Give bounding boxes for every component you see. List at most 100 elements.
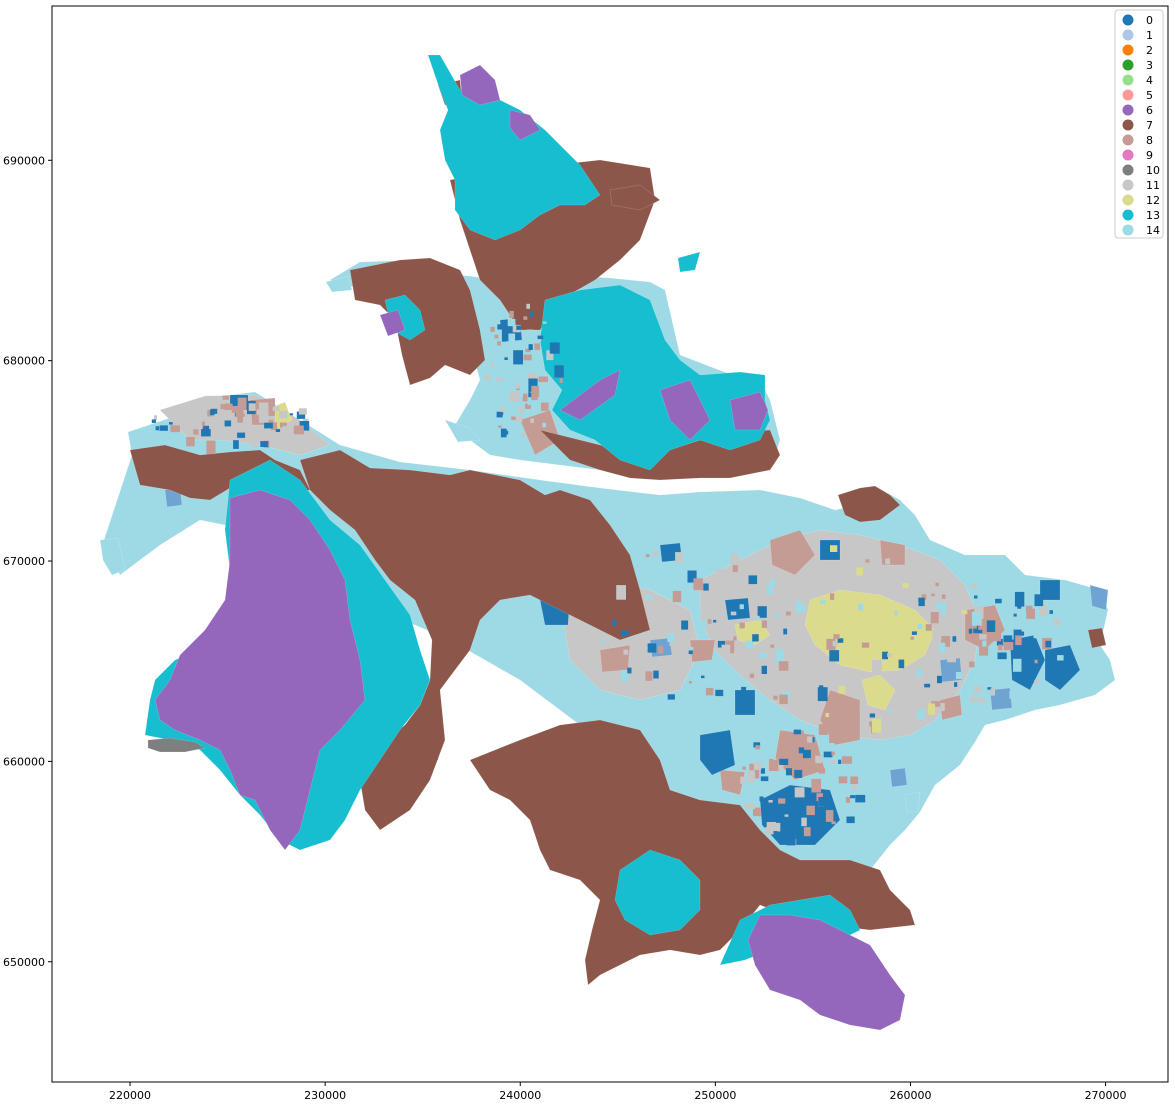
region-speck (783, 747, 791, 758)
region-speck (1034, 594, 1044, 607)
region-speck (509, 391, 520, 402)
region-speck (768, 800, 773, 803)
region-class-6-southeast (747, 914, 906, 1031)
region-speck (234, 434, 239, 437)
region-speck (1026, 608, 1035, 619)
region-speck (936, 602, 947, 615)
region-speck (508, 333, 516, 342)
region-speck (941, 594, 946, 599)
region-speck (211, 431, 218, 436)
region-speck (865, 559, 870, 563)
region-speck (515, 372, 519, 377)
region-speck (511, 416, 517, 420)
legend-marker-10 (1122, 164, 1134, 176)
region-class-12-east (861, 674, 896, 711)
region-speck (810, 737, 815, 743)
region-speck (775, 613, 780, 618)
x-tick-label: 260000 (889, 1089, 931, 1102)
region-speck (1013, 613, 1017, 617)
region-speck (745, 640, 754, 649)
region-speck (1040, 600, 1047, 609)
region-speck (496, 383, 505, 398)
region-class-0 (1039, 579, 1061, 601)
y-axis-ticks: 650000 660000 670000 680000 690000 (3, 154, 52, 969)
region-speck (854, 803, 858, 807)
region-speck (741, 686, 747, 694)
region-speck (296, 411, 306, 419)
region-speck (670, 602, 676, 608)
region-speck (838, 759, 842, 764)
region-class-7-east-small (837, 485, 901, 523)
region-speck (825, 713, 829, 718)
region-speck (820, 600, 826, 604)
region-speck (675, 636, 683, 643)
region-speck (829, 733, 836, 743)
region-speck (920, 679, 925, 684)
region-speck (769, 758, 779, 771)
region-speck (272, 406, 280, 411)
region-speck (858, 603, 863, 611)
region-speck (538, 414, 546, 419)
region-speck (252, 441, 258, 448)
region-speck (970, 584, 978, 589)
region-speck (801, 817, 807, 827)
region-speck (231, 405, 240, 413)
region-speck (499, 406, 505, 412)
region-speck (916, 669, 923, 677)
region-speck (817, 687, 828, 702)
region-speck (536, 409, 542, 414)
region-speck (980, 620, 989, 630)
region-speck (978, 626, 982, 630)
region-speck (288, 429, 299, 439)
region-speck (201, 421, 205, 426)
legend-label-12: 12 (1146, 194, 1160, 207)
region-speck (645, 554, 650, 558)
region-speck (210, 409, 215, 416)
region-speck (759, 796, 764, 802)
region-speck (186, 437, 195, 447)
legend-label-1: 1 (1146, 29, 1153, 42)
region-speck (491, 355, 501, 369)
x-tick-label: 220000 (109, 1089, 151, 1102)
region-speck (527, 397, 533, 406)
legend-marker-6 (1122, 104, 1134, 116)
region-class-1 (989, 687, 1013, 711)
region-speck (523, 316, 528, 320)
region-speck (969, 661, 975, 668)
region-speck (483, 366, 488, 374)
region-speck (299, 421, 310, 431)
region-speck (232, 398, 239, 406)
region-speck (787, 748, 793, 756)
region-speck (616, 585, 626, 600)
region-speck (957, 635, 962, 641)
region-speck (612, 619, 617, 626)
region-speck (772, 822, 781, 832)
region-speck (1009, 690, 1017, 699)
region-speck (237, 397, 247, 410)
region-speck (1039, 607, 1048, 620)
region-speck (506, 406, 514, 413)
legend-marker-13 (1122, 209, 1134, 221)
region-speck (1049, 610, 1053, 614)
region-speck (519, 392, 524, 397)
region-speck (482, 391, 487, 397)
region-speck (931, 593, 935, 597)
region-speck (775, 649, 785, 664)
region-class-0 (1009, 634, 1046, 691)
region-speck (887, 653, 892, 657)
region-speck (955, 672, 963, 680)
region-speck (924, 683, 931, 688)
region-speck (509, 310, 514, 318)
region-speck (809, 749, 814, 752)
region-speck (169, 422, 173, 425)
region-speck (753, 762, 762, 770)
region-speck (913, 602, 919, 607)
y-tick-label: 670000 (3, 555, 45, 568)
region-speck (724, 680, 729, 684)
legend-label-4: 4 (1146, 74, 1153, 87)
region-class-6-northwest-small (379, 309, 406, 337)
region-speck (1039, 616, 1049, 624)
region-speck (794, 769, 803, 778)
legend-label-0: 0 (1146, 14, 1153, 27)
